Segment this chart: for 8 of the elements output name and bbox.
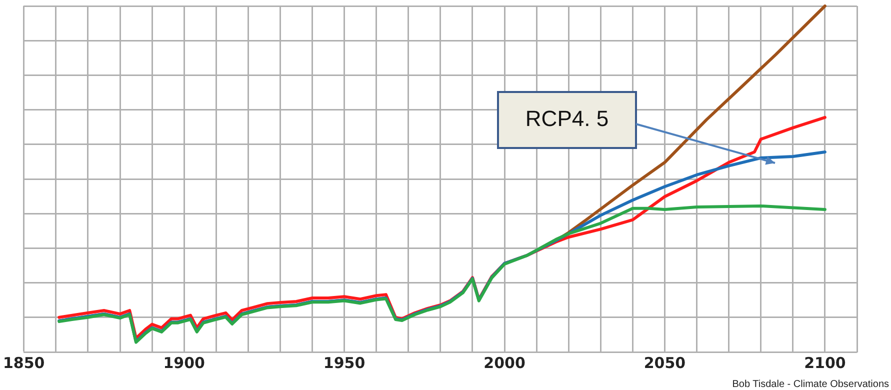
x-tick-label: 1900 — [163, 354, 205, 372]
x-tick-label: 2100 — [804, 354, 846, 372]
x-tick-label: 2050 — [644, 354, 686, 372]
annotation: RCP4. 5 — [525, 106, 609, 132]
x-tick-label: 1850 — [3, 354, 45, 372]
text: Bob Tisdale - Climate Observations — [732, 378, 889, 390]
x-tick-label: 1950 — [323, 354, 366, 372]
x-tick-label: 2000 — [484, 354, 526, 372]
